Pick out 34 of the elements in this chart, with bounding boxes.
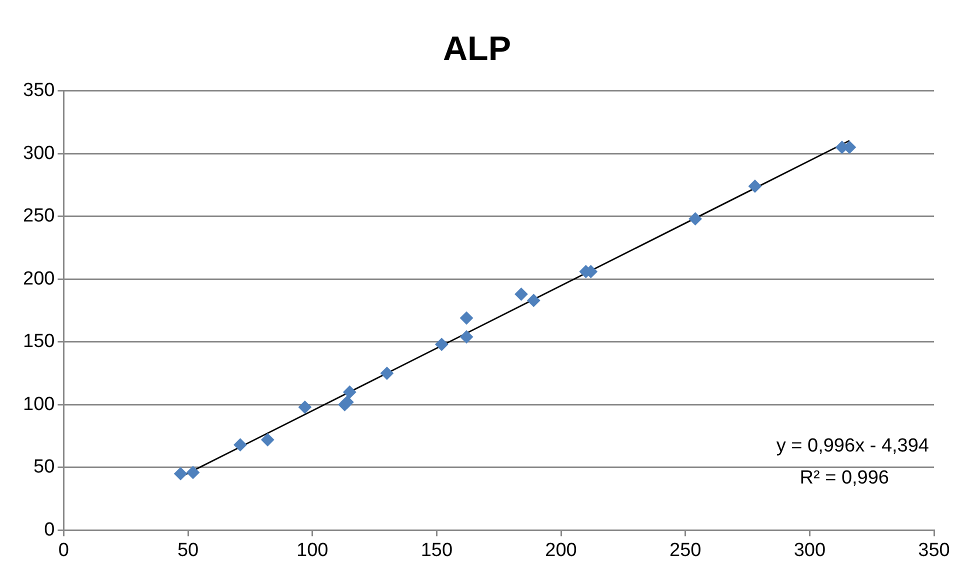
point (748, 180, 762, 193)
point (234, 438, 247, 452)
y-tick-label: 200 (23, 268, 55, 290)
x-tick-label: 300 (794, 540, 826, 561)
annotation: R² = 0,996 (800, 467, 889, 488)
point (298, 400, 312, 414)
point (261, 433, 274, 446)
point (514, 288, 528, 301)
annotation: y = 0,996x - 4,394 (776, 435, 930, 456)
y-tick-label: 250 (23, 206, 55, 227)
point (460, 330, 474, 344)
x-tick-label: 200 (545, 540, 577, 561)
point (340, 396, 354, 409)
x-tick-label: 100 (296, 540, 328, 561)
y-tick-label: 300 (23, 142, 55, 164)
chart-title: ALP (443, 30, 511, 68)
x-tick-label: 50 (177, 540, 199, 561)
point (435, 338, 448, 351)
point (527, 294, 540, 307)
point (174, 467, 188, 480)
point (688, 212, 702, 226)
y-tick-label: 100 (23, 394, 55, 415)
x-tick-label: 350 (918, 540, 950, 561)
y-tick-label: 0 (44, 519, 55, 540)
y-tick-label: 150 (23, 331, 55, 352)
x-tick-label: 150 (420, 540, 453, 561)
point (343, 386, 356, 399)
y-tick-label: 350 (23, 80, 55, 102)
point (380, 366, 394, 380)
point (186, 466, 200, 479)
x-tick-label: 0 (58, 540, 69, 561)
x-tick-label: 250 (669, 540, 702, 561)
y-tick-label: 50 (34, 456, 55, 478)
point (460, 312, 474, 325)
